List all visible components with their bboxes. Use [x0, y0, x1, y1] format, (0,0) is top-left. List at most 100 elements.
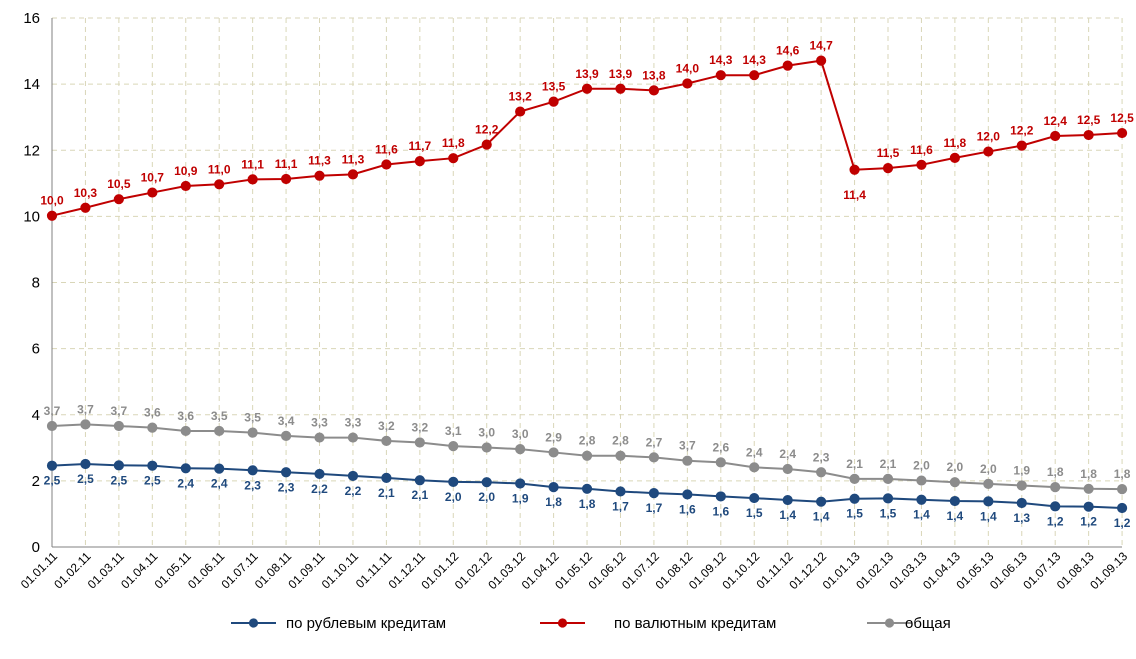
data-point: [816, 496, 827, 507]
data-label: 10,0: [40, 194, 64, 208]
legend-item: по валютным кредитам: [540, 615, 776, 632]
data-point: [80, 202, 91, 213]
data-point: [381, 472, 392, 483]
data-label: 2,5: [111, 473, 128, 487]
data-label: 2,3: [244, 478, 261, 492]
data-label: 14,3: [709, 53, 733, 67]
data-label: 1,8: [545, 495, 562, 509]
data-point: [381, 159, 392, 170]
data-point: [147, 422, 158, 433]
data-point: [581, 450, 593, 461]
data-point: [247, 174, 258, 185]
data-label: 1,4: [913, 508, 930, 522]
data-label: 12,0: [977, 130, 1001, 144]
data-point: [414, 437, 425, 448]
data-label: 3,0: [478, 425, 495, 439]
data-point: [180, 180, 191, 192]
data-point: [682, 78, 693, 89]
data-point: [949, 477, 960, 488]
data-label: 3,6: [177, 409, 194, 423]
data-label: 1,9: [512, 492, 529, 506]
legend-label: по валютным кредитам: [614, 615, 776, 632]
data-point: [949, 495, 960, 507]
data-label: 2,0: [947, 460, 964, 474]
data-label: 2,0: [445, 490, 462, 504]
data-point: [849, 164, 860, 175]
data-label: 3,3: [311, 416, 328, 430]
data-label: 3,5: [211, 409, 228, 423]
data-point: [1016, 480, 1027, 491]
legend-marker: [884, 618, 895, 628]
data-point: [1016, 497, 1027, 509]
data-label: 2,1: [378, 486, 395, 500]
data-label: 2,5: [77, 472, 94, 486]
data-label: 1,4: [980, 509, 997, 523]
data-label: 11,3: [342, 152, 365, 166]
data-label: 2,4: [211, 477, 228, 491]
series-2: 10,0 10,3 10,5 10,7 10,9 11,0 11,1 11,1 11,3 11,3…: [40, 39, 1134, 221]
data-label: 3,7: [77, 402, 94, 416]
data-label: 14,6: [776, 44, 800, 58]
data-point: [113, 460, 124, 471]
data-point: [1116, 502, 1128, 514]
y-tick-label: 6: [32, 341, 40, 358]
data-label: 1,7: [612, 499, 629, 513]
data-label: 1,7: [646, 501, 663, 515]
data-label: 13,5: [542, 80, 566, 94]
data-label: 14,0: [676, 61, 700, 75]
data-point: [180, 425, 191, 437]
data-label: 1,2: [1114, 516, 1131, 530]
data-point: [615, 486, 626, 497]
data-point: [648, 488, 660, 499]
data-point: [548, 482, 559, 493]
data-label: 13,2: [508, 90, 532, 104]
data-point: [615, 83, 626, 94]
data-point: [882, 473, 894, 484]
data-label: 12,4: [1044, 114, 1068, 128]
data-label: 11,8: [944, 136, 967, 150]
data-label: 2,6: [712, 440, 729, 454]
data-point: [314, 170, 325, 181]
y-tick-label: 2: [32, 473, 40, 490]
data-point: [615, 450, 626, 461]
data-point: [46, 420, 58, 432]
data-point: [180, 463, 191, 474]
data-label: 10,3: [74, 186, 98, 200]
data-point: [548, 447, 559, 458]
data-point: [381, 435, 392, 446]
data-point: [448, 441, 459, 452]
legend-marker: [248, 618, 259, 628]
data-point: [481, 442, 492, 453]
data-point: [80, 419, 91, 430]
data-label: 11,6: [375, 142, 398, 156]
data-label: 3,4: [278, 414, 295, 428]
data-label: 3,3: [345, 416, 362, 430]
data-point: [682, 455, 693, 466]
data-point: [1116, 127, 1128, 139]
data-point: [816, 467, 827, 478]
data-point: [1083, 483, 1094, 494]
data-label: 11,7: [408, 139, 431, 153]
data-label: 2,8: [612, 434, 629, 448]
data-label: 11,4: [843, 188, 866, 202]
data-point: [648, 85, 660, 96]
data-point: [113, 420, 124, 432]
data-label: 3,2: [378, 419, 395, 433]
data-point: [515, 106, 526, 117]
data-point: [414, 156, 425, 167]
y-tick-label: 8: [32, 275, 40, 292]
data-point: [448, 476, 459, 487]
data-label: 1,8: [1080, 467, 1097, 481]
data-point: [280, 173, 292, 185]
data-point: [214, 425, 225, 437]
data-point: [715, 457, 726, 468]
data-point: [949, 152, 960, 163]
data-label: 2,5: [44, 474, 61, 488]
data-point: [749, 70, 760, 81]
legend: по рублевым кредитам по валютным кредитам…: [231, 615, 951, 632]
data-point: [214, 463, 225, 474]
data-label: 3,2: [411, 421, 428, 435]
data-point: [1050, 501, 1061, 512]
data-label: 1,5: [880, 506, 897, 520]
